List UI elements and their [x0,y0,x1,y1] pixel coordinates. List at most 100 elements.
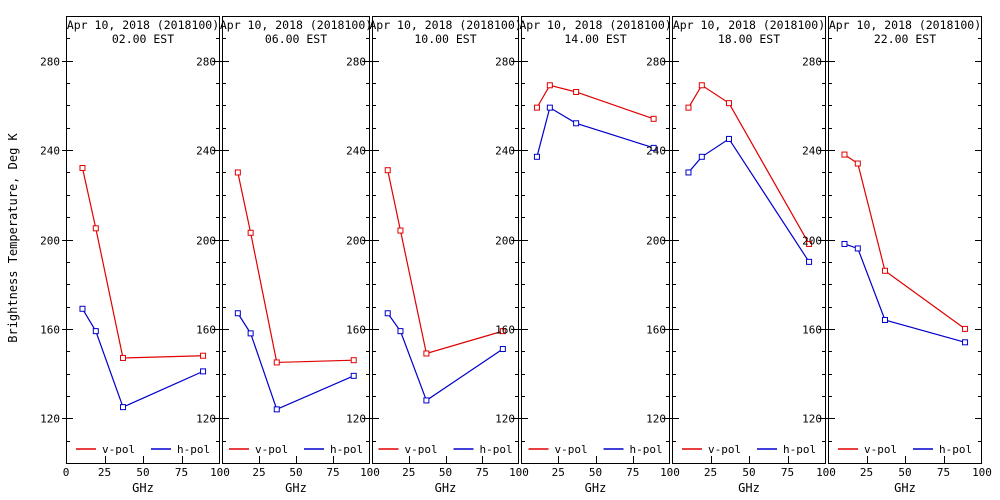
x-tick-label: 50 [289,466,302,479]
panel-title: Apr 10, 2018 (2018100) [673,18,825,32]
y-tick-label: 160 [346,324,366,337]
v-pol-markers [79,164,207,361]
legend-label-v-pol: v-pol [102,443,135,456]
x-axis-title: GHz [285,481,307,495]
y-tick-label: 120 [40,413,60,426]
legend-label-h-pol: h-pol [480,443,513,456]
legend: v-pol h-pol [528,443,663,456]
panel-title: Apr 10, 2018 (2018100) [829,18,981,32]
h-pol-line [536,106,654,157]
v-pol-line [687,84,810,245]
panel-plot-3: 120 160 200 240 280 25 50 75 100 GHz Apr 10, 2018 … [346,16,529,495]
legend: v-pol h-pol [838,443,972,456]
v-pol-line [237,172,354,364]
legend: v-pol h-pol [76,443,210,456]
x-axis-title: GHz [585,481,607,495]
panel-plot-5: 120 160 200 240 280 25 50 75 100 GHz Apr 10, 2018 … [646,16,836,495]
legend-label-h-pol: h-pol [177,443,210,456]
y-tick-label: 280 [495,56,515,69]
x-tick-label: 100 [972,466,992,479]
y-tick-label: 240 [196,145,216,158]
v-pol-line [536,84,654,120]
h-pol-line [81,308,204,408]
y-tick-label: 240 [802,145,822,158]
x-axis-title: GHz [894,481,916,495]
legend: v-pol h-pol [378,443,513,456]
panel-subtitle: 18.00 EST [718,32,780,46]
x-tick-label: 25 [402,466,415,479]
v-pol-markers [841,151,969,332]
x-tick-label: 75 [476,466,489,479]
h-pol-markers [685,135,813,265]
x-tick-label: 75 [626,466,639,479]
legend: v-pol h-pol [682,443,816,456]
x-tick-label: 100 [210,466,230,479]
x-tick-label: 75 [175,466,188,479]
v-pol-markers [234,169,357,366]
panel-subtitle: 02.00 EST [112,32,174,46]
x-tick-label: 25 [252,466,265,479]
y-tick-label: 160 [495,324,515,337]
x-tick-label: 75 [781,466,794,479]
h-pol-markers [841,240,969,346]
axes-frame [824,16,982,464]
v-pol-line [81,167,204,359]
panel-subtitle: 06.00 EST [265,32,327,46]
y-tick-label: 120 [495,413,515,426]
x-axis-title: GHz [738,481,760,495]
legend-label-v-pol: v-pol [555,443,588,456]
x-tick-label: 50 [589,466,602,479]
y-tick-label: 280 [346,56,366,69]
v-pol-markers [533,82,657,122]
panel-plot-6: 120 160 200 240 280 25 50 75 100 GHz Apr 10, 2018 … [802,16,992,495]
v-pol-line [844,154,966,330]
panel-title: Apr 10, 2018 (2018100) [369,18,521,32]
h-pol-line [237,312,354,411]
y-tick-label: 120 [346,413,366,426]
x-tick-label: 75 [937,466,950,479]
panel-plot-4: 120 160 200 240 280 25 50 75 100 GHz Apr 10, 2018 … [495,16,680,495]
chart-panel-3: 120 160 200 240 280 25 50 75 100 GHz Apr 10, 2018 … [346,0,529,500]
y-tick-label: 160 [802,324,822,337]
y-tick-label: 120 [802,413,822,426]
x-tick-label: 75 [326,466,339,479]
y-tick-label: 200 [346,235,366,248]
chart-panel-2: 120 160 200 240 280 25 50 75 100 GHz Apr 10, 2018 … [196,0,380,500]
panel-title: Apr 10, 2018 (2018100) [519,18,671,32]
x-tick-label: 50 [742,466,755,479]
y-tick-label: 240 [40,145,60,158]
legend-label-v-pol: v-pol [405,443,438,456]
legend-label-h-pol: h-pol [330,443,363,456]
panel-subtitle: 22.00 EST [874,32,936,46]
x-axis-title: GHz [132,481,154,495]
x-tick-label: 100 [360,466,380,479]
y-tick-label: 160 [196,324,216,337]
y-tick-label: 200 [196,235,216,248]
chart-panel-5: 120 160 200 240 280 25 50 75 100 GHz Apr 10, 2018 … [646,0,836,500]
y-axis-title: Brightness Temperature, Deg K [6,133,20,343]
legend-label-h-pol: h-pol [783,443,816,456]
h-pol-markers [79,305,207,411]
chart-panel-4: 120 160 200 240 280 25 50 75 100 GHz Apr 10, 2018 … [495,0,680,500]
h-pol-line [688,138,810,263]
legend-label-h-pol: h-pol [630,443,663,456]
panel-subtitle: 14.00 EST [564,32,626,46]
x-tick-label: 25 [552,466,565,479]
v-pol-line [387,170,503,355]
x-tick-label: 0 [63,466,70,479]
y-tick-label: 240 [346,145,366,158]
panel-title: Apr 10, 2018 (2018100) [67,18,219,32]
y-tick-label: 280 [196,56,216,69]
y-tick-label: 280 [802,56,822,69]
y-tick-label: 160 [40,324,60,337]
h-pol-markers [234,310,357,413]
y-tick-label: 280 [646,56,666,69]
h-pol-markers [384,310,506,404]
panel-subtitle: 10.00 EST [414,32,476,46]
h-pol-markers [533,104,657,160]
legend-label-v-pol: v-pol [864,443,897,456]
x-tick-label: 50 [898,466,911,479]
x-tick-label: 50 [439,466,452,479]
y-tick-label: 200 [495,235,515,248]
